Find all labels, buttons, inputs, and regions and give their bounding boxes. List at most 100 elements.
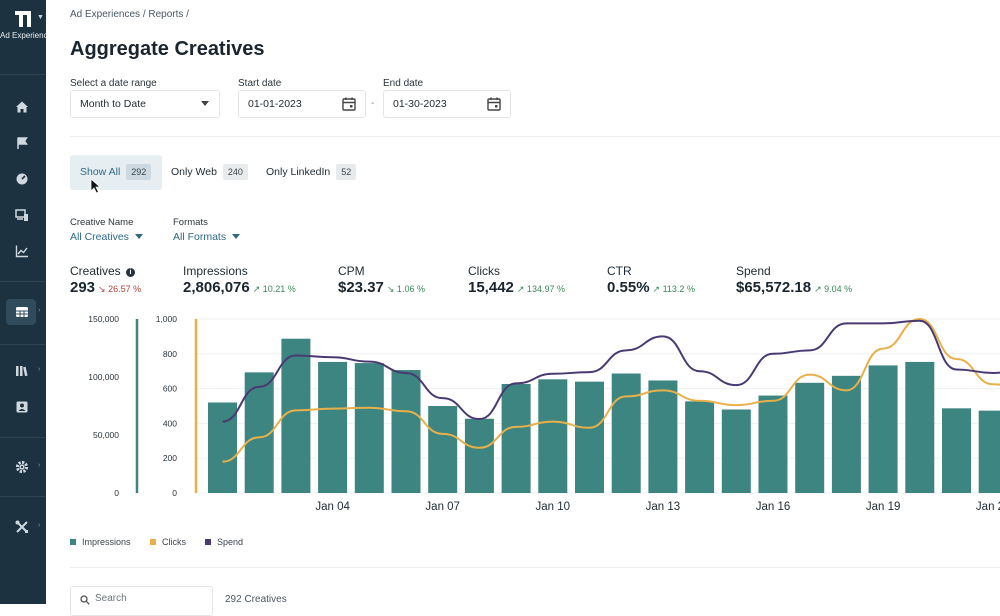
kpi-delta: ↘ 1.06 %	[387, 284, 425, 294]
impressions-bar	[575, 382, 604, 493]
line-chart-icon[interactable]	[14, 243, 30, 259]
impressions-bar	[869, 365, 898, 493]
start-date-field[interactable]: 01-01-2023	[238, 90, 366, 118]
nav-caret-icon: ›	[38, 307, 40, 314]
kpi-value: $65,572.18	[736, 279, 811, 296]
info-icon[interactable]: i	[126, 268, 135, 277]
impressions-bar	[795, 383, 824, 493]
impressions-bar	[942, 408, 971, 493]
calendar-icon[interactable]	[342, 97, 356, 111]
kpi-value: 15,442	[468, 279, 514, 296]
legend-label: Spend	[217, 537, 243, 547]
legend-swatch	[150, 539, 156, 545]
calendar-icon[interactable]	[487, 97, 501, 111]
left-axis-tick-label: 50,000	[93, 430, 119, 440]
tab-count: 52	[336, 164, 356, 180]
start-date-label: Start date	[238, 78, 281, 89]
formats-value: All Formats	[173, 231, 226, 243]
sidebar-divider	[0, 496, 46, 497]
nav-caret-icon: ›	[38, 462, 40, 469]
kpi-spend: Spend $65,572.18↗ 9.04 %	[736, 264, 852, 297]
tab-label: Only Web	[171, 166, 217, 178]
kpi-value: 0.55%	[607, 279, 650, 296]
search-input[interactable]: Search	[70, 586, 213, 616]
search-placeholder: Search	[95, 593, 127, 604]
legend-item-clicks[interactable]: Clicks	[150, 537, 186, 547]
legend-label: Clicks	[162, 537, 186, 547]
legend-item-spend[interactable]: Spend	[205, 537, 243, 547]
creative-name-dropdown[interactable]: All Creatives	[70, 231, 143, 243]
right-axis-tick-label: 400	[163, 418, 177, 428]
impressions-bar	[318, 362, 347, 493]
performance-chart[interactable]: 150,000100,00050,00001,0008006004002000J…	[46, 305, 1000, 520]
user-badge-icon[interactable]	[14, 399, 30, 415]
sidebar-divider	[0, 74, 46, 75]
formats-dropdown[interactable]: All Formats	[173, 231, 240, 243]
kpi-impressions: Impressions 2,806,076↗ 10.21 %	[183, 264, 296, 297]
legend-swatch	[70, 539, 76, 545]
library-icon[interactable]	[14, 363, 30, 379]
kpi-creatives: Creatives i 293↘ 26.57 %	[70, 264, 141, 297]
gauge-icon[interactable]	[14, 171, 30, 187]
impressions-bar	[502, 384, 531, 493]
sidebar-divider	[0, 281, 46, 282]
home-icon[interactable]	[14, 99, 30, 115]
kpi-label: Spend	[736, 264, 852, 278]
page-title: Aggregate Creatives	[70, 38, 265, 61]
right-axis-tick-label: 1,000	[156, 314, 178, 324]
x-axis-tick-label: Jan 13	[646, 501, 681, 513]
left-axis-tick-label: 0	[114, 488, 119, 498]
tools-icon[interactable]	[14, 519, 30, 535]
nav-caret-icon: ›	[38, 366, 40, 373]
tab-only-web[interactable]: Only Web 240	[161, 155, 253, 190]
kpi-ctr: CTR 0.55%↗ 113.2 %	[607, 264, 695, 297]
flag-icon[interactable]	[14, 135, 30, 151]
tab-only-linkedin[interactable]: Only LinkedIn 52	[256, 155, 366, 190]
x-axis-tick-label: Jan 16	[756, 501, 791, 513]
mouse-cursor-icon	[90, 178, 102, 194]
caret-down-icon	[232, 234, 240, 239]
settings-gear-icon[interactable]	[14, 459, 30, 475]
impressions-bar	[722, 409, 751, 493]
impressions-bar	[465, 419, 494, 493]
kpi-delta: ↗ 9.04 %	[814, 284, 852, 294]
right-axis-tick-label: 800	[163, 349, 177, 359]
app-logo-icon[interactable]	[14, 8, 32, 28]
divider	[70, 567, 1000, 568]
end-date-value: 01-30-2023	[393, 98, 447, 110]
table-icon[interactable]	[14, 304, 30, 320]
tab-count: 292	[126, 164, 151, 180]
breadcrumb[interactable]: Ad Experiences / Reports /	[70, 9, 189, 20]
kpi-delta: ↗ 134.97 %	[517, 284, 565, 294]
impressions-bar	[612, 374, 641, 493]
results-count: 292 Creatives	[225, 594, 287, 605]
x-axis-tick-label: Jan 07	[425, 501, 460, 513]
devices-icon[interactable]	[14, 207, 30, 223]
sidebar-divider	[0, 437, 46, 438]
app-name: Ad Experienc...	[0, 31, 46, 41]
legend-swatch	[205, 539, 211, 545]
impressions-bar	[648, 380, 677, 493]
formats-label: Formats	[173, 217, 208, 228]
app-switcher-caret-icon[interactable]: ▼	[37, 14, 44, 21]
end-date-field[interactable]: 01-30-2023	[383, 90, 511, 118]
left-axis-tick-label: 100,000	[88, 372, 119, 382]
divider	[70, 136, 1000, 137]
kpi-label: CTR	[607, 264, 695, 278]
legend-label: Impressions	[82, 537, 131, 547]
impressions-bar	[392, 370, 421, 493]
impressions-bar	[905, 362, 934, 493]
tab-label: Only LinkedIn	[266, 166, 330, 178]
caret-down-icon	[135, 234, 143, 239]
kpi-value: 2,806,076	[183, 279, 250, 296]
chevron-down-icon	[201, 101, 209, 106]
x-axis-tick-label: Jan 22	[976, 501, 1000, 513]
sidebar: ▼ Ad Experienc... › › › ›	[0, 0, 46, 604]
impressions-bar	[979, 411, 1000, 493]
legend-item-impressions[interactable]: Impressions	[70, 537, 131, 547]
date-range-label: Select a date range	[70, 78, 157, 89]
tab-count: 240	[223, 164, 248, 180]
end-date-label: End date	[383, 78, 423, 89]
date-range-select[interactable]: Month to Date	[70, 90, 220, 118]
